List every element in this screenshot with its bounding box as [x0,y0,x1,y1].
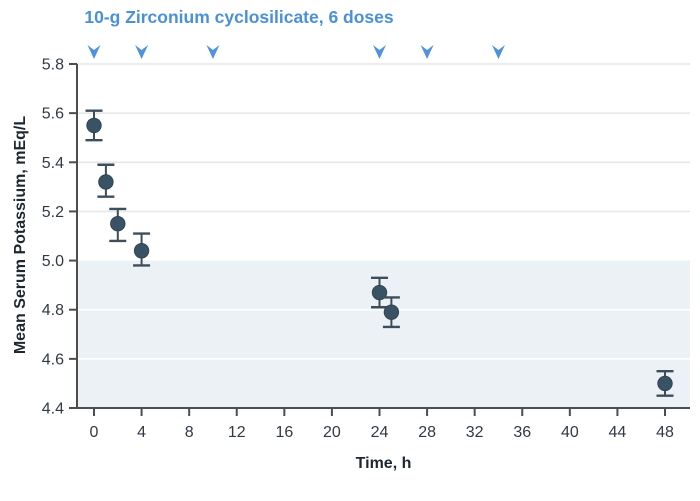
y-tick-label: 5.4 [42,155,64,172]
y-tick-label: 5.8 [42,57,64,74]
y-tick-label: 4.6 [42,351,64,368]
dose-arrow-icon [491,45,505,59]
y-axis-title: Mean Serum Potassium, mEq/L [12,115,29,355]
dose-arrow-icon [420,45,434,59]
dose-arrow-icon [373,45,387,59]
normal-range-band [77,260,690,408]
data-point [110,216,126,232]
data-point [133,243,150,259]
x-tick-label: 16 [275,424,293,441]
dose-arrow-icon [206,45,220,59]
x-tick-label: 8 [185,424,194,441]
data-point [98,174,114,190]
x-tick-label: 44 [609,424,627,441]
data-point [657,375,673,392]
y-tick-label: 5.6 [42,106,64,123]
x-tick-label: 20 [323,424,341,441]
x-tick-label: 4 [137,424,146,441]
y-tick-label: 4.8 [42,302,64,319]
x-tick-label: 0 [90,424,99,441]
dose-arrow-icon [135,45,149,59]
data-point [371,284,388,301]
x-tick-label: 12 [228,424,246,441]
y-tick-label: 5.2 [42,204,64,221]
x-tick-label: 36 [513,424,531,441]
data-point [86,117,102,134]
dose-arrow-icon [87,45,101,59]
x-tick-label: 40 [561,424,579,441]
y-tick-label: 5.0 [42,253,64,270]
x-tick-label: 28 [418,424,436,441]
x-tick-label: 48 [656,424,674,441]
x-axis-title: Time, h [355,455,412,472]
data-point [383,304,400,320]
x-tick-label: 32 [466,424,484,441]
chart-title: 10-g Zirconium cyclosilicate, 6 doses [84,7,394,27]
y-tick-label: 4.4 [42,401,64,418]
x-tick-label: 24 [371,424,389,441]
